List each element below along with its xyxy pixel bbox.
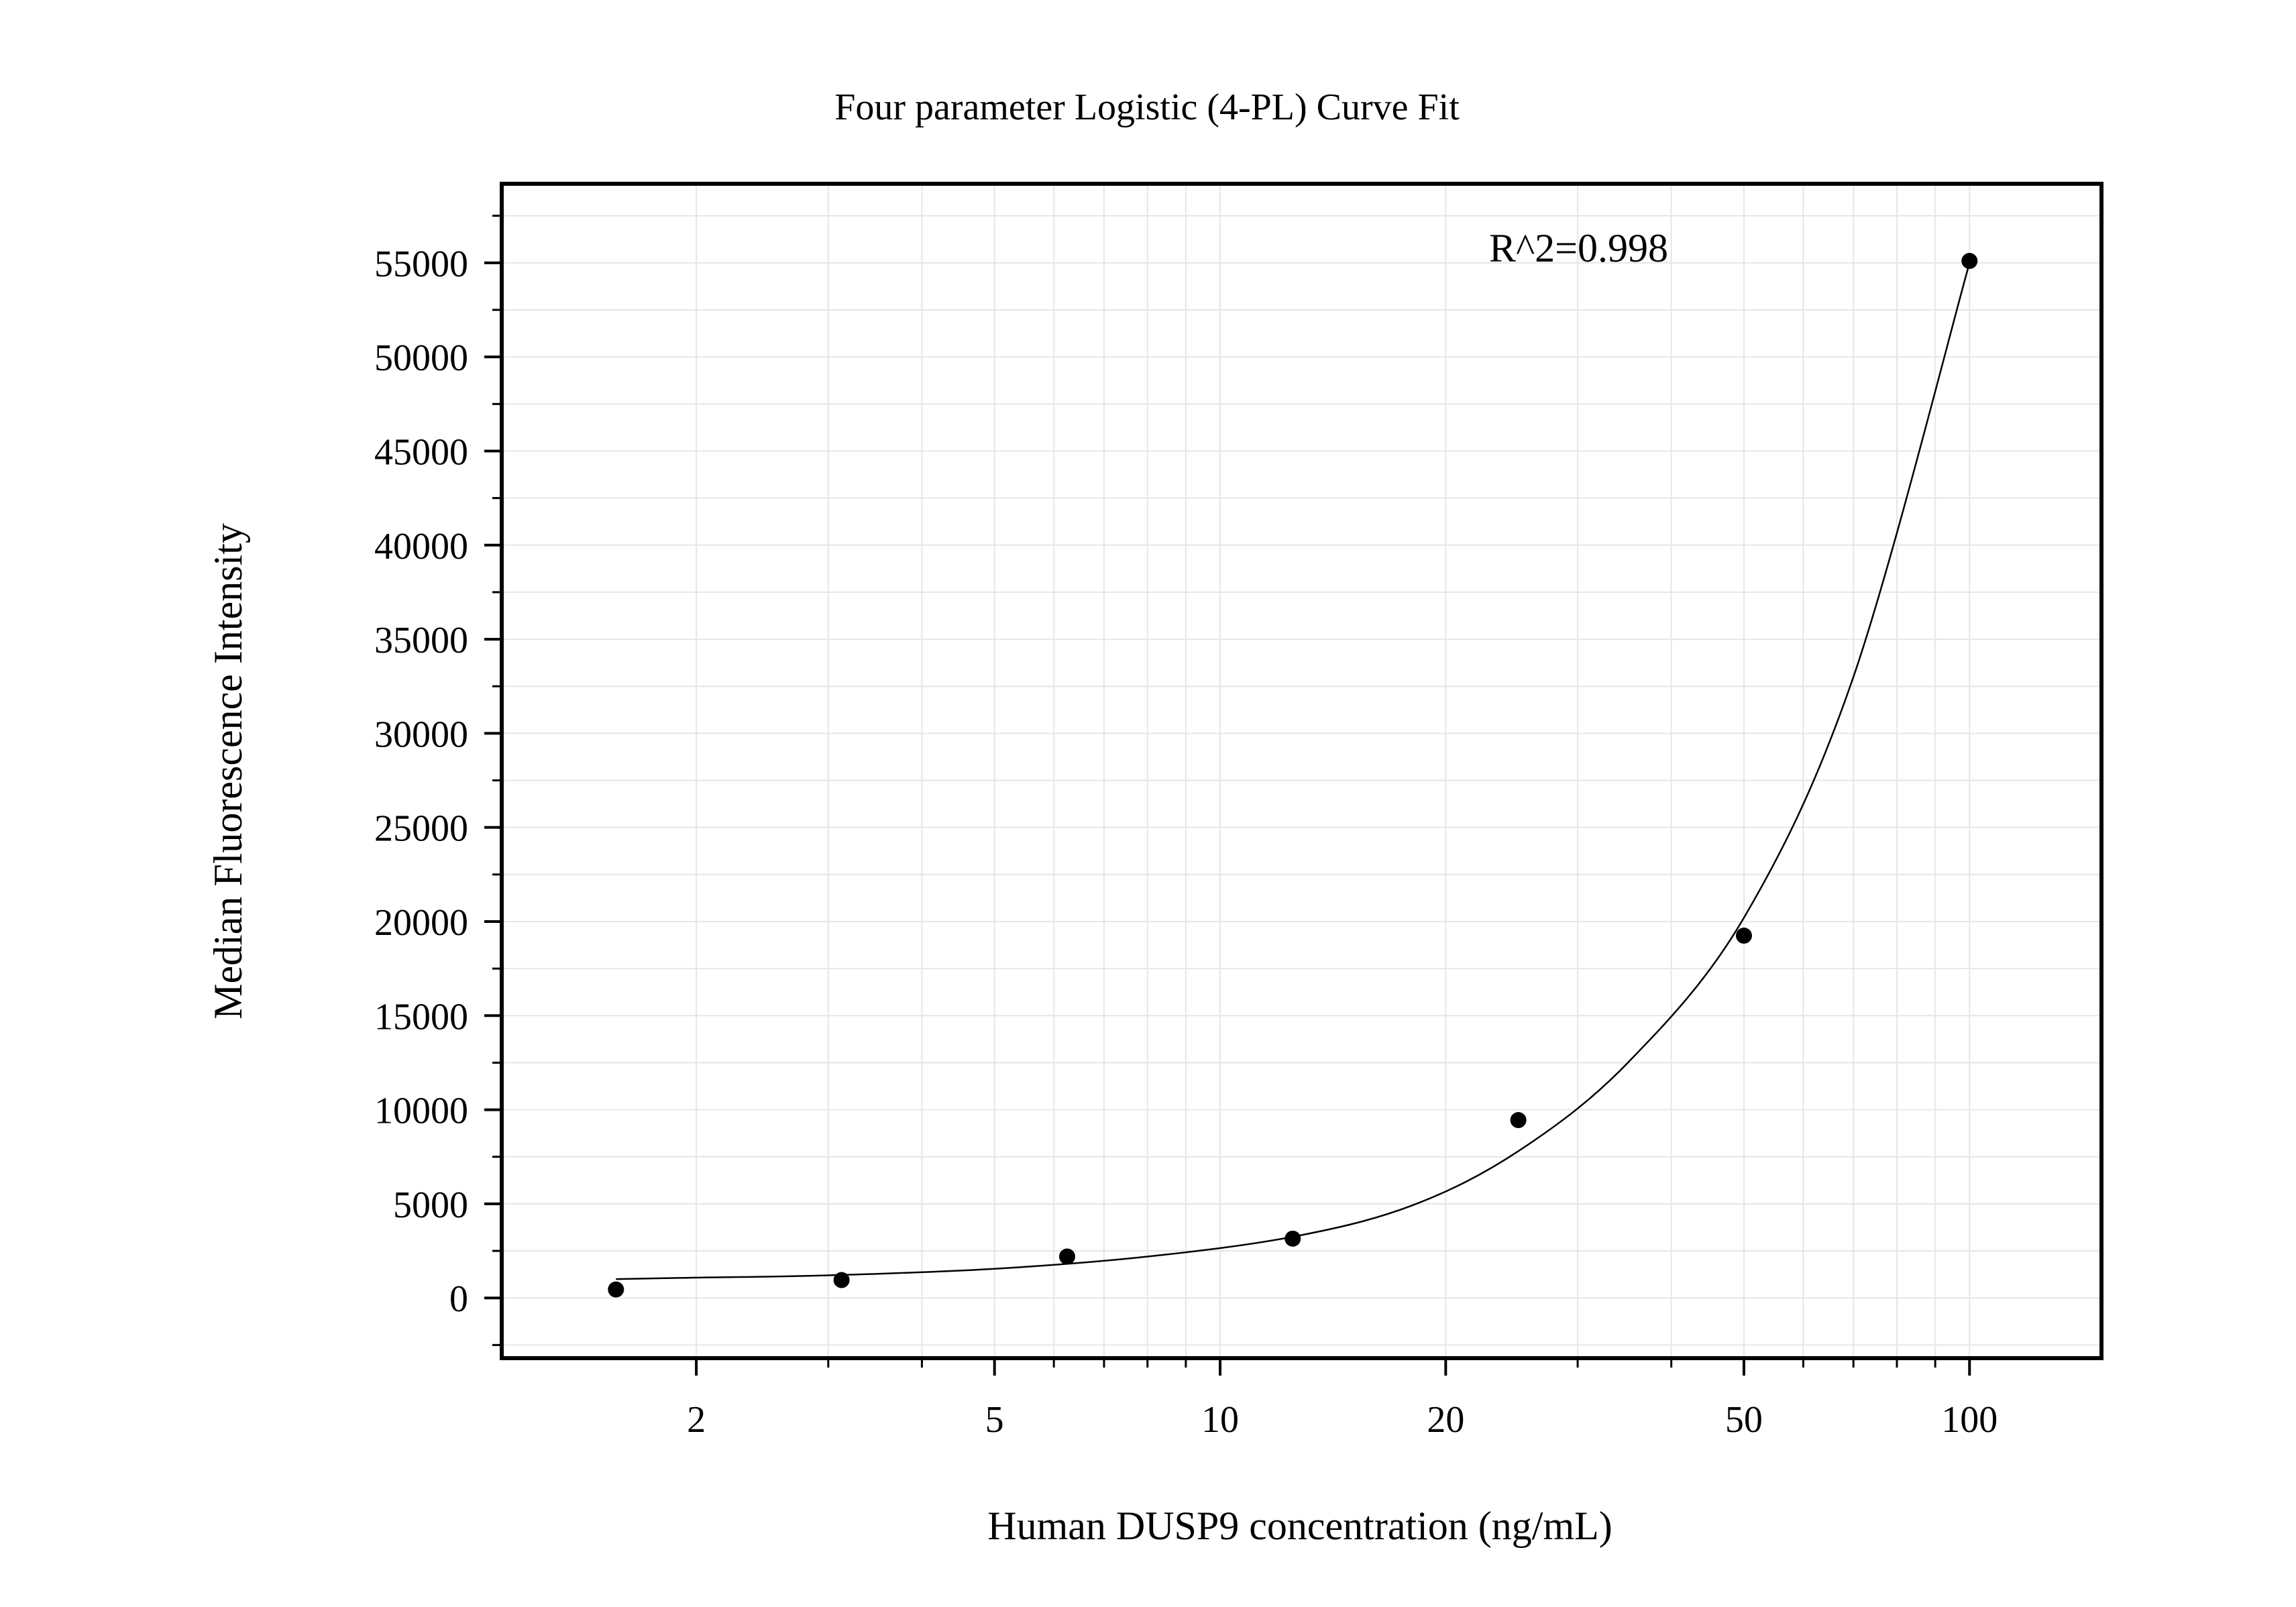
data-point	[1058, 1248, 1075, 1265]
y-tick-label: 35000	[374, 620, 468, 661]
y-axis-title: Median Fluorescence Intensity	[206, 523, 250, 1019]
x-tick-label: 50	[1725, 1399, 1763, 1441]
y-tick-label: 10000	[374, 1091, 468, 1132]
y-tick-label: 30000	[374, 714, 468, 755]
x-tick-label: 20	[1427, 1399, 1464, 1441]
x-axis-title: Human DUSP9 concentration (ng/mL)	[987, 1504, 1612, 1548]
data-point	[1735, 928, 1752, 944]
data-point	[1961, 253, 1978, 270]
y-tick-label: 20000	[374, 902, 468, 944]
fit-curve	[616, 262, 1971, 1280]
data-point	[1510, 1112, 1527, 1129]
plot-frame	[500, 182, 2103, 1360]
curve-layer	[616, 262, 1971, 1280]
x-tick-label: 100	[1941, 1399, 1998, 1441]
chart-title: Four parameter Logistic (4-PL) Curve Fit	[834, 87, 1460, 128]
y-tick-label: 50000	[374, 337, 468, 379]
ticks-layer	[484, 215, 1971, 1376]
x-tick-label: 2	[687, 1399, 706, 1441]
y-tick-label: 15000	[374, 996, 468, 1038]
r-squared-annotation: R^2=0.998	[1489, 226, 1668, 270]
data-point	[608, 1281, 624, 1298]
data-point	[1284, 1230, 1301, 1247]
tick-labels: 2 5 10 20 50 100 0 5000 10000 15000 20000 25000 3000…	[374, 243, 1998, 1441]
frame-layer	[500, 182, 2103, 1360]
y-tick-label: 55000	[374, 243, 468, 285]
x-tick-label: 5	[985, 1399, 1004, 1441]
y-tick-label: 45000	[374, 431, 468, 473]
points-layer	[608, 253, 1978, 1298]
y-tick-label: 0	[449, 1278, 468, 1320]
y-tick-label: 25000	[374, 808, 468, 850]
grid-layer	[502, 184, 2101, 1358]
y-tick-label: 5000	[393, 1184, 468, 1226]
y-tick-label: 40000	[374, 526, 468, 567]
x-tick-label: 10	[1201, 1399, 1239, 1441]
data-point	[833, 1272, 850, 1288]
